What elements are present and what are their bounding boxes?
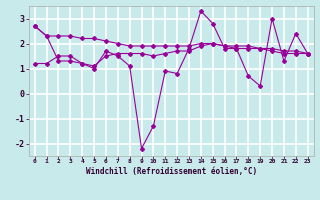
X-axis label: Windchill (Refroidissement éolien,°C): Windchill (Refroidissement éolien,°C) [86,167,257,176]
